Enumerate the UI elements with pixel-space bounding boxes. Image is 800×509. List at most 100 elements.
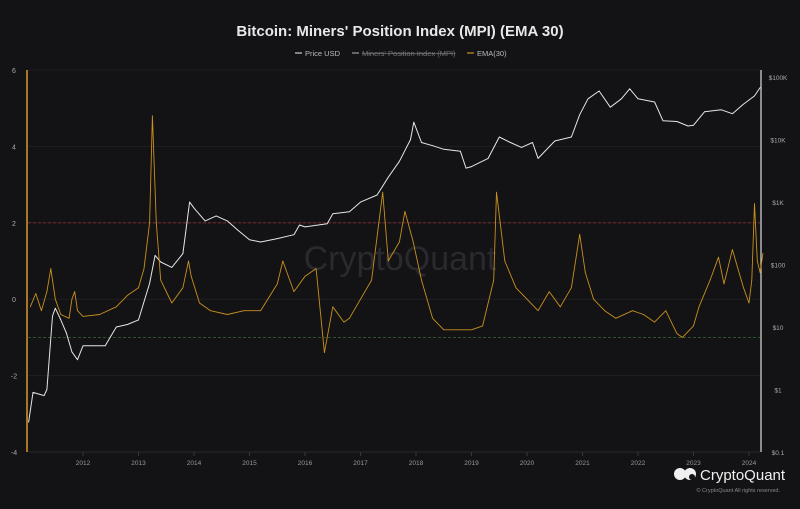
data-point	[35, 293, 37, 294]
data-point	[593, 298, 594, 300]
x-tick-label: 2024	[742, 460, 757, 467]
data-point	[682, 337, 683, 338]
data-point	[115, 326, 117, 328]
right-tick-label: $100	[771, 263, 786, 270]
data-point	[282, 260, 284, 262]
data-point	[387, 260, 389, 262]
data-point	[28, 421, 30, 423]
data-point	[751, 279, 753, 281]
data-point	[43, 395, 45, 396]
x-tick-label: 2018	[409, 460, 424, 467]
data-point	[637, 98, 639, 100]
data-point	[498, 136, 500, 138]
data-point	[68, 317, 70, 319]
data-point	[226, 220, 228, 222]
data-point	[127, 294, 128, 296]
legend-item[interactable]: EMA(30)	[467, 49, 507, 58]
data-point	[193, 207, 195, 209]
data-point	[65, 332, 67, 334]
series-line-ema-30-	[29, 115, 764, 354]
data-point	[537, 158, 539, 159]
data-point	[509, 142, 511, 143]
data-point	[182, 253, 184, 254]
data-point	[731, 249, 733, 250]
watermark: CryptoQuant	[304, 240, 497, 278]
legend: Price USD Miners' Position Index (MPI) EMA…	[295, 49, 507, 58]
data-point	[215, 215, 217, 217]
data-point	[138, 287, 139, 289]
data-point	[104, 345, 106, 347]
data-point	[276, 238, 278, 240]
data-point	[584, 272, 586, 273]
data-point	[654, 101, 656, 103]
data-point	[46, 291, 48, 292]
data-point	[54, 298, 56, 300]
x-tick-label: 2023	[686, 460, 701, 467]
data-point	[154, 255, 156, 256]
data-point	[748, 302, 750, 304]
right-tick-label: $1	[774, 388, 782, 395]
data-point	[571, 136, 572, 138]
data-point	[526, 298, 528, 300]
series	[28, 87, 764, 423]
x-tick-label: 2013	[131, 460, 146, 467]
right-tick-label: $10	[773, 325, 784, 332]
data-point	[762, 252, 764, 254]
data-point	[410, 139, 411, 140]
x-tick-label: 2015	[242, 460, 257, 467]
data-point	[349, 317, 350, 319]
data-point	[704, 111, 705, 113]
data-point	[482, 325, 483, 327]
data-point	[52, 315, 53, 317]
data-point	[698, 306, 700, 308]
data-point	[50, 268, 52, 270]
legend-label: Miners' Position Index (MPI)	[362, 49, 456, 58]
data-point	[249, 239, 250, 241]
data-point	[443, 329, 445, 331]
data-point	[676, 121, 678, 122]
right-tick-label: $100K	[769, 75, 788, 82]
data-point	[151, 115, 153, 117]
data-point	[127, 324, 128, 325]
data-point	[371, 279, 372, 281]
data-point	[515, 287, 517, 289]
data-point	[260, 241, 261, 243]
data-point	[326, 223, 328, 225]
data-point	[759, 87, 761, 88]
data-point	[537, 310, 539, 312]
legend-item[interactable]: Miners' Position Index (MPI)	[352, 49, 456, 58]
data-point	[723, 283, 725, 285]
data-point	[654, 321, 656, 323]
data-point	[604, 310, 606, 312]
data-point	[360, 298, 361, 300]
data-point	[693, 325, 694, 327]
data-point	[204, 220, 206, 222]
logo-icon	[674, 468, 686, 480]
data-point	[171, 302, 173, 304]
left-tick-label: 2	[12, 221, 16, 228]
legend-item[interactable]: Price USD	[295, 49, 341, 58]
data-point	[421, 279, 422, 281]
data-point	[71, 351, 73, 353]
data-point	[398, 241, 400, 243]
chart-title: Bitcoin: Miners' Position Index (MPI) (E…	[236, 23, 563, 40]
data-point	[398, 160, 400, 162]
logo-icon-cutout	[689, 474, 695, 480]
data-point	[754, 203, 755, 205]
data-point	[293, 291, 295, 292]
data-point	[315, 268, 317, 270]
data-point	[720, 109, 722, 111]
data-point	[54, 307, 56, 309]
data-point	[74, 291, 76, 292]
data-point	[226, 314, 228, 315]
data-point	[532, 142, 533, 143]
data-point	[29, 306, 31, 308]
data-point	[709, 279, 711, 281]
left-tick-label: 4	[12, 144, 16, 151]
left-tick-label: -2	[11, 374, 17, 381]
data-point	[471, 329, 472, 331]
right-tick-label: $1K	[772, 200, 784, 207]
data-point	[548, 291, 550, 292]
data-point	[160, 261, 162, 263]
